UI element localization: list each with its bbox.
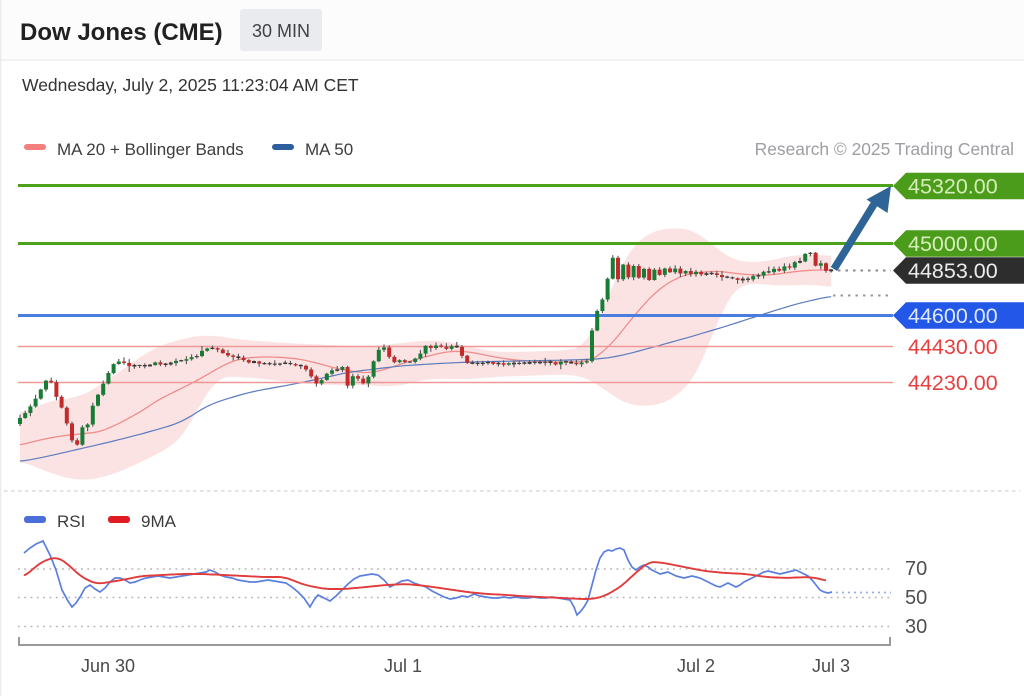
svg-text:Wednesday, July 2, 2025 11:23:: Wednesday, July 2, 2025 11:23:04 AM CET [22, 75, 359, 95]
svg-text:Dow Jones (CME): Dow Jones (CME) [20, 19, 223, 46]
svg-text:MA 20 + Bollinger Bands: MA 20 + Bollinger Bands [57, 140, 244, 159]
svg-text:44430.00: 44430.00 [908, 335, 998, 359]
svg-text:Jul 1: Jul 1 [384, 656, 422, 676]
svg-text:9MA: 9MA [141, 512, 177, 531]
svg-text:45320.00: 45320.00 [908, 175, 998, 199]
svg-text:RSI: RSI [57, 512, 85, 531]
svg-text:Jun 30: Jun 30 [81, 656, 135, 676]
svg-text:30: 30 [905, 616, 927, 638]
svg-text:50: 50 [905, 587, 927, 609]
svg-text:Jul 2: Jul 2 [677, 656, 715, 676]
svg-text:44600.00: 44600.00 [908, 304, 998, 328]
svg-text:44230.00: 44230.00 [908, 371, 998, 395]
svg-text:Jul 3: Jul 3 [812, 656, 850, 676]
svg-text:Research © 2025 Trading Centra: Research © 2025 Trading Central [755, 139, 1014, 159]
svg-text:44853.00: 44853.00 [908, 259, 998, 283]
svg-text:70: 70 [905, 558, 927, 580]
svg-text:45000.00: 45000.00 [908, 232, 998, 256]
svg-text:MA 50: MA 50 [305, 140, 353, 159]
svg-text:30 MIN: 30 MIN [252, 21, 310, 41]
